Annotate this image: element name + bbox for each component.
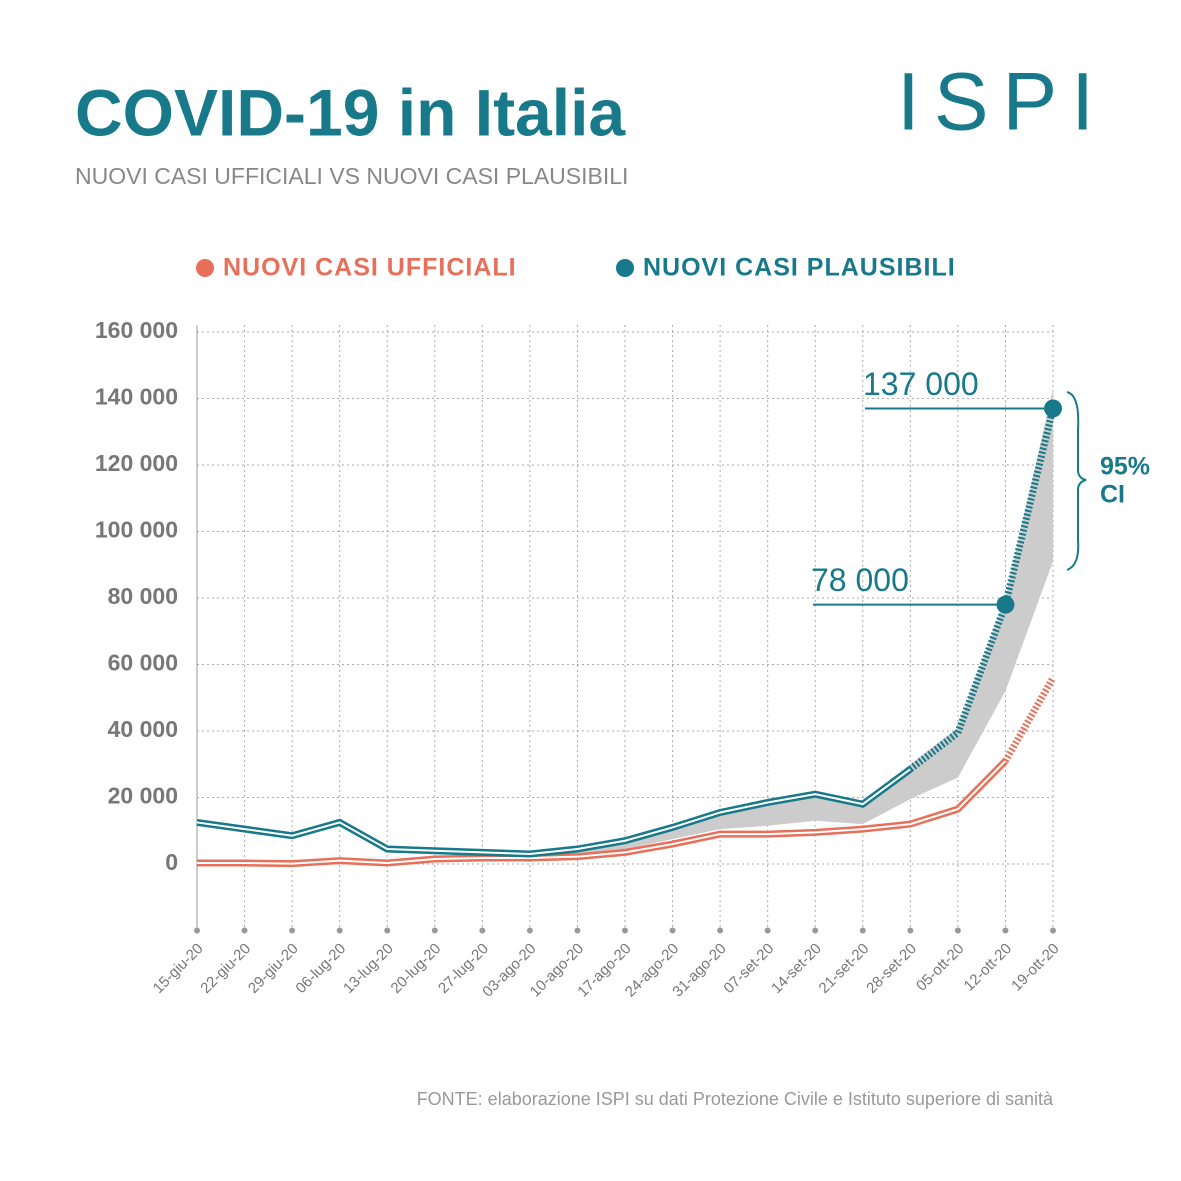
- x-tick-dot: [717, 927, 724, 934]
- ci-label: CI: [1100, 481, 1125, 509]
- chart-title: COVID-19 in Italia: [75, 75, 626, 149]
- x-tick-dot: [384, 927, 391, 934]
- x-tick-dot: [764, 927, 771, 934]
- series-line: [1002, 676, 1057, 763]
- y-tick-label: 20 000: [108, 783, 178, 809]
- series-line-core: [196, 768, 911, 856]
- x-tick-label: 20-lug-20: [388, 940, 445, 997]
- y-tick-label: 0: [165, 849, 178, 875]
- x-tick-label: 13-lug-20: [340, 940, 397, 997]
- x-tick-label: 07-set-20: [720, 940, 777, 997]
- x-tick-label: 21-set-20: [816, 940, 873, 997]
- annotation-dot: [1044, 399, 1062, 418]
- ci-brace: [1066, 391, 1087, 571]
- y-tick-label: 160 000: [95, 317, 178, 343]
- series-line-core: [197, 760, 1007, 865]
- legend-marker: [196, 259, 214, 277]
- x-tick-dot: [954, 927, 961, 934]
- x-tick-label: 12-ott-20: [961, 940, 1015, 994]
- x-tick-dot: [1002, 927, 1009, 934]
- series-line: [908, 407, 1057, 773]
- x-tick-label: 29-giu-20: [245, 940, 302, 997]
- x-tick-dot: [241, 927, 248, 934]
- x-tick-dot: [812, 927, 819, 934]
- y-tick-label: 40 000: [108, 716, 178, 742]
- x-tick-dot: [431, 927, 438, 934]
- ci-label: 95%: [1100, 453, 1150, 481]
- x-tick-label: 15-giu-20: [150, 940, 207, 997]
- x-tick-dot: [289, 927, 296, 934]
- legend-label: NUOVI CASI PLAUSIBILI: [643, 254, 956, 282]
- ci-band: [529, 388, 1053, 856]
- legend-label: NUOVI CASI UFFICIALI: [223, 254, 517, 282]
- x-tick-dot: [526, 927, 533, 934]
- y-tick-label: 140 000: [95, 384, 178, 410]
- x-tick-dot: [1050, 927, 1056, 934]
- x-tick-label: 14-set-20: [768, 940, 825, 997]
- annotation-dot: [996, 595, 1015, 614]
- x-tick-dot: [669, 927, 676, 934]
- y-tick-label: 120 000: [95, 450, 178, 476]
- x-tick-label: 19-ott-20: [1008, 940, 1062, 994]
- logo: ISPI: [897, 57, 1108, 148]
- x-tick-label: 06-lug-20: [292, 940, 349, 997]
- x-tick-dot: [194, 927, 200, 934]
- legend-marker: [616, 259, 634, 277]
- x-tick-dot: [907, 927, 914, 934]
- y-tick-label: 60 000: [108, 650, 178, 676]
- x-tick-dot: [859, 927, 866, 934]
- x-tick-dot: [479, 927, 486, 934]
- annotation-label: 78 000: [811, 562, 909, 598]
- x-tick-dot: [336, 927, 343, 934]
- x-tick-label: 28-set-20: [863, 940, 920, 997]
- x-tick-dot: [574, 927, 581, 934]
- y-tick-label: 80 000: [108, 583, 178, 609]
- y-tick-label: 100 000: [95, 517, 178, 543]
- x-tick-label: 05-ott-20: [913, 940, 967, 994]
- x-tick-dot: [622, 927, 628, 934]
- source: FONTE: elaborazione ISPI su dati Protezi…: [417, 1089, 1054, 1109]
- annotation-label: 137 000: [863, 366, 979, 402]
- chart-subtitle: NUOVI CASI UFFICIALI VS NUOVI CASI PLAUS…: [75, 163, 628, 189]
- x-tick-label: 22-giu-20: [197, 940, 254, 997]
